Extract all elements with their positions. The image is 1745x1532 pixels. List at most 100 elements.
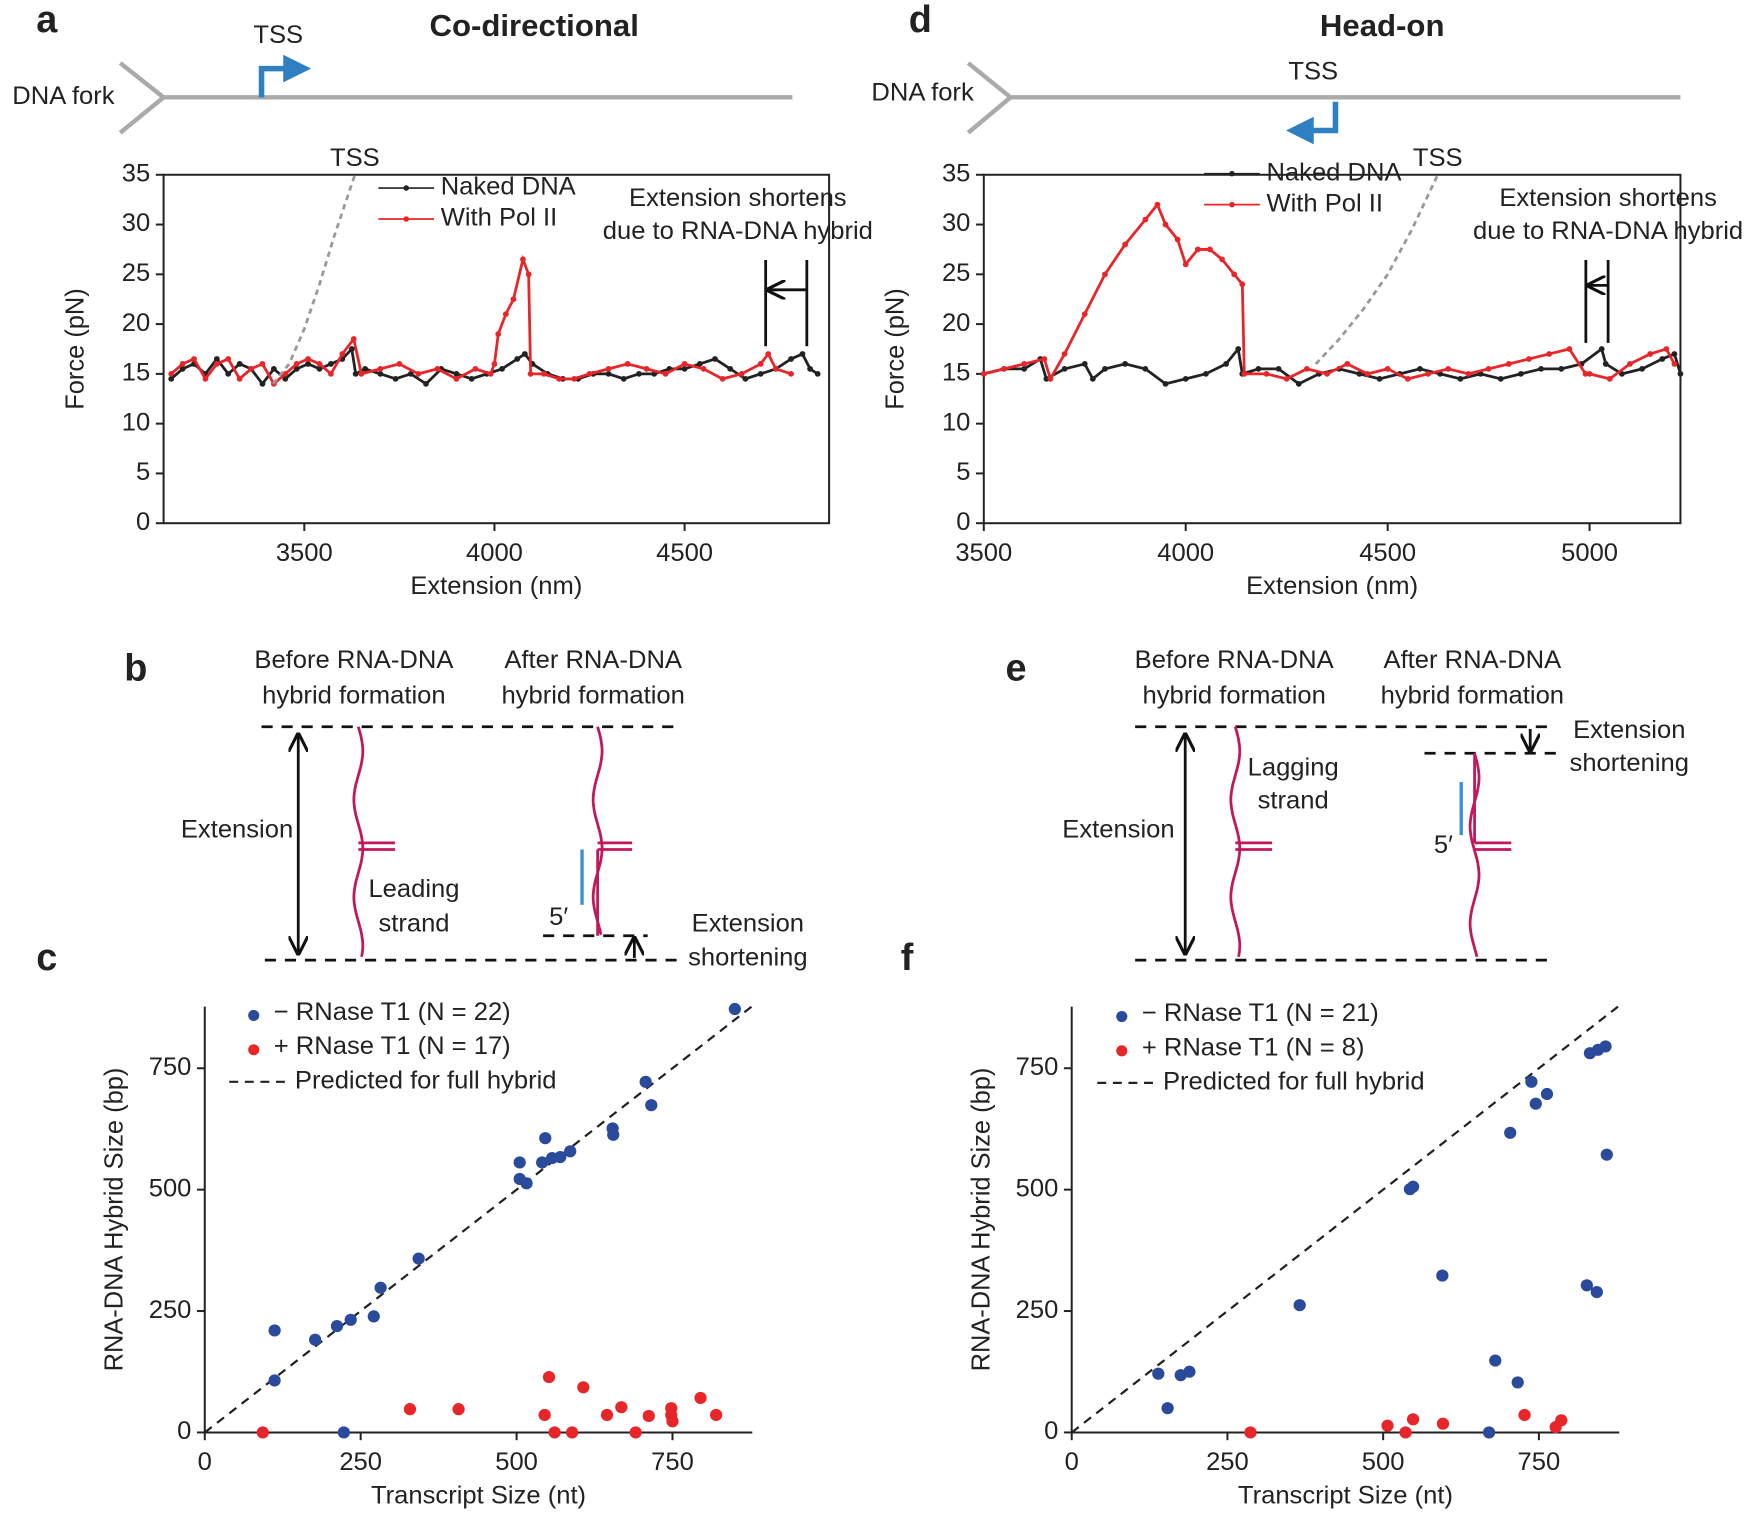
trace-point: [1142, 366, 1149, 372]
scatter-point: [536, 1156, 549, 1169]
trace-point: [1659, 356, 1666, 362]
trace-point: [1445, 366, 1452, 372]
trace-point: [788, 356, 794, 362]
scatter-point: [1529, 1097, 1542, 1110]
diagram-label: Leading: [368, 875, 459, 903]
scatter-point: [1540, 1087, 1554, 1101]
trace-point: [472, 366, 479, 372]
reference-line: [1071, 1005, 1619, 1434]
panel-title: Co-directional: [430, 8, 639, 43]
trace-point: [377, 370, 384, 377]
scatter-point: [330, 1320, 344, 1333]
scatter-point: [1436, 1417, 1450, 1430]
tss-arrow: [258, 54, 312, 98]
trace-point: [757, 370, 764, 377]
trace-point: [468, 375, 475, 382]
y-tick-label: 500: [149, 1174, 192, 1202]
scatter-point: [1161, 1402, 1174, 1415]
trace-point: [1677, 370, 1684, 377]
x-tick-label: 3500: [955, 539, 1012, 567]
legend-label: + RNase T1 (N = 17): [274, 1032, 511, 1060]
y-tick-label: 15: [122, 359, 150, 387]
trace-point: [556, 375, 562, 382]
scatter-point: [1489, 1354, 1502, 1367]
trace-point: [293, 366, 300, 372]
scatter-point: [513, 1156, 526, 1169]
y-tick-label: 5: [956, 458, 970, 486]
scatter-point: [452, 1403, 465, 1416]
trace-point: [571, 375, 578, 382]
scatter-point: [665, 1408, 678, 1422]
trace-point: [1081, 311, 1088, 318]
x-tick-label: 0: [198, 1448, 212, 1476]
trace-point: [328, 370, 334, 377]
trace-point: [1283, 375, 1290, 382]
trace-point: [1497, 375, 1504, 382]
panel-letter: f: [901, 936, 914, 978]
y-tick-label: 0: [177, 1417, 191, 1445]
trace-point: [259, 361, 266, 367]
trace-point: [1162, 221, 1169, 228]
trace-point: [423, 380, 429, 387]
scatter-point: [403, 1403, 417, 1416]
diagram-label: strand: [1258, 787, 1329, 815]
diagram-label: hybrid formation: [1381, 682, 1564, 710]
trace-point: [1231, 271, 1238, 278]
diagram-label: Extension: [181, 815, 293, 843]
legend-label: With Pol II: [441, 204, 558, 232]
legend-marker: [248, 1044, 260, 1056]
trace-point: [1324, 370, 1330, 377]
legend-marker: [1229, 170, 1235, 177]
fork-label: DNA fork: [12, 82, 115, 110]
diagram-label: shortening: [1570, 749, 1689, 777]
x-tick-label: 4000: [466, 539, 523, 567]
x-tick-label: 750: [1518, 1448, 1561, 1476]
scatter-point: [577, 1381, 590, 1394]
legend-marker: [1116, 1011, 1128, 1023]
tss-curve: [272, 174, 357, 385]
trace-point: [213, 361, 220, 367]
trace-point: [742, 375, 749, 382]
trace-point: [700, 366, 707, 372]
x-tick-label: 250: [339, 1448, 382, 1476]
legend-marker: [1116, 1045, 1128, 1057]
scatter-point: [1183, 1365, 1196, 1378]
scatter-point: [1436, 1269, 1449, 1282]
dna-branch: [1235, 753, 1512, 851]
legend-label: + RNase T1 (N = 8): [1142, 1033, 1365, 1061]
trace-point: [1142, 216, 1149, 223]
trace-point: [168, 375, 175, 382]
trace-point: [662, 370, 669, 377]
trace-point: [605, 370, 612, 377]
scatter-point: [520, 1177, 533, 1190]
annotation: Extension shortens: [629, 184, 847, 212]
trace-point: [807, 366, 813, 372]
legend-marker: [248, 1009, 260, 1021]
x-tick-label: 4500: [656, 539, 713, 567]
diagram-label: shortening: [688, 944, 807, 972]
trace-point: [1671, 351, 1678, 357]
tss-label: TSS: [253, 21, 303, 49]
trace-point: [799, 351, 806, 357]
trace-point: [1344, 361, 1351, 367]
trace-point: [328, 361, 334, 367]
shortening-bars: [764, 259, 809, 347]
shortening-bars: [1584, 259, 1610, 343]
trace-point: [1219, 256, 1225, 263]
trace-point: [1061, 366, 1068, 372]
scatter-point: [615, 1401, 628, 1414]
trace-point: [1558, 366, 1565, 372]
scatter-point: [1580, 1279, 1593, 1292]
trace-point: [202, 375, 209, 382]
trace-point: [510, 296, 517, 303]
y-tick-label: 35: [122, 160, 150, 188]
x-tick-label: 250: [1206, 1448, 1249, 1476]
trace-point: [1295, 380, 1302, 387]
scatter-point: [554, 1151, 567, 1164]
annotation: due to RNA-DNA hybrid: [603, 217, 873, 245]
y-tick-label: 750: [1016, 1053, 1059, 1081]
x-tick-label: 0: [1065, 1448, 1079, 1476]
legend-label: − RNase T1 (N = 22): [274, 998, 511, 1026]
scatter-point: [710, 1408, 723, 1422]
x-tick-label: 4500: [1359, 539, 1416, 567]
